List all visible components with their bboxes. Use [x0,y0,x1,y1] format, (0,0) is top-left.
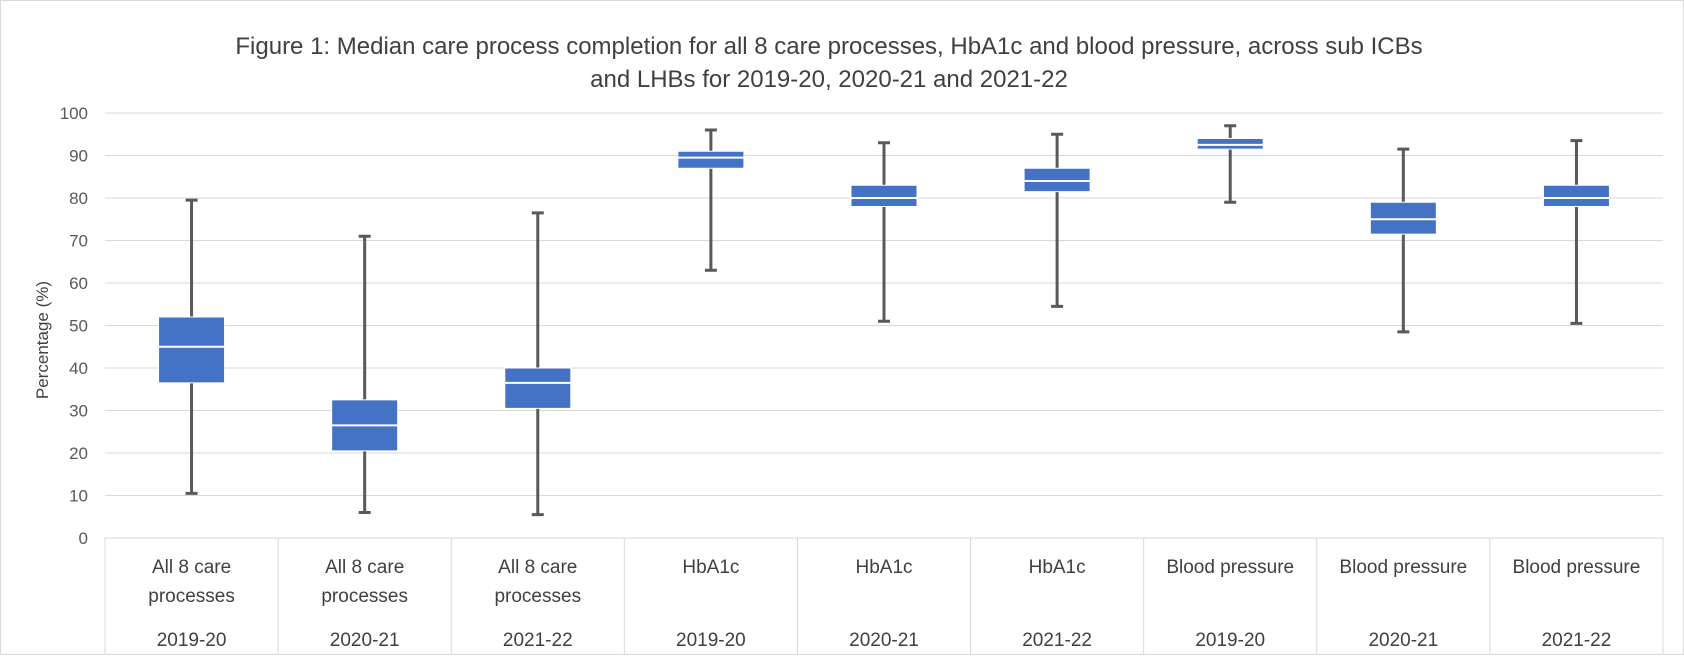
box-iqr [1542,184,1610,207]
y-tick-label: 50 [69,317,88,336]
x-category-label: processes [494,586,581,607]
x-category-label: Blood pressure [1339,557,1467,578]
x-year-label: 2020-21 [330,630,400,651]
y-tick-label: 10 [69,487,88,506]
box-plot-item [331,234,399,514]
x-year-label: 2020-21 [849,630,919,651]
x-category-label: processes [321,586,408,607]
y-axis-label: Percentage (%) [33,281,52,399]
box-iqr [1369,201,1437,235]
y-tick-label: 20 [69,444,88,463]
box-series [158,124,1610,517]
box-iqr [1023,167,1091,193]
y-tick-label: 30 [69,402,88,421]
x-category-label: All 8 care [325,557,404,578]
box-plot-item [158,198,226,495]
box-plot-item [677,128,745,272]
chart-title-line-1: Figure 1: Median care process completion… [235,33,1422,60]
box-plot-item [504,211,572,517]
box-iqr [850,184,918,207]
box-plot-item [1542,139,1610,325]
y-tick-labels: 0 10 20 30 40 50 60 70 80 90 100 [60,104,88,548]
x-category-label: processes [148,586,235,607]
box-plot-item [1369,147,1437,334]
x-year-label: 2021-22 [1022,630,1092,651]
x-category-table: All 8 care processes 2019-20 All 8 care proc… [104,537,1664,654]
x-category-label: Blood pressure [1166,557,1294,578]
x-year-label: 2021-22 [503,630,573,651]
y-tick-label: 100 [60,104,88,123]
x-category-label: All 8 care [152,557,231,578]
box-iqr [1196,138,1264,150]
x-year-label: 2020-21 [1368,630,1438,651]
box-plot-item [1023,132,1091,308]
x-category-label: All 8 care [498,557,577,578]
x-year-label: 2019-20 [676,630,746,651]
box-plot-item [850,141,918,323]
box-iqr [504,367,572,409]
y-tick-label: 80 [69,189,88,208]
box-iqr [677,150,745,169]
y-tick-label: 40 [69,359,88,378]
box-iqr [158,316,226,384]
x-year-label: 2021-22 [1542,630,1612,651]
x-category-label: HbA1c [682,557,739,578]
y-tick-label: 70 [69,232,88,251]
x-category-label: HbA1c [1029,557,1086,578]
x-category-label: Blood pressure [1513,557,1641,578]
y-tick-label: 60 [69,274,88,293]
x-category-label: HbA1c [855,557,912,578]
box-plot-item [1196,124,1264,204]
y-tick-label: 0 [79,529,88,548]
x-year-label: 2019-20 [1195,630,1265,651]
x-year-label: 2019-20 [157,630,227,651]
chart-title-line-2: and LHBs for 2019-20, 2020-21 and 2021-2… [590,66,1068,93]
y-tick-label: 90 [69,147,88,166]
